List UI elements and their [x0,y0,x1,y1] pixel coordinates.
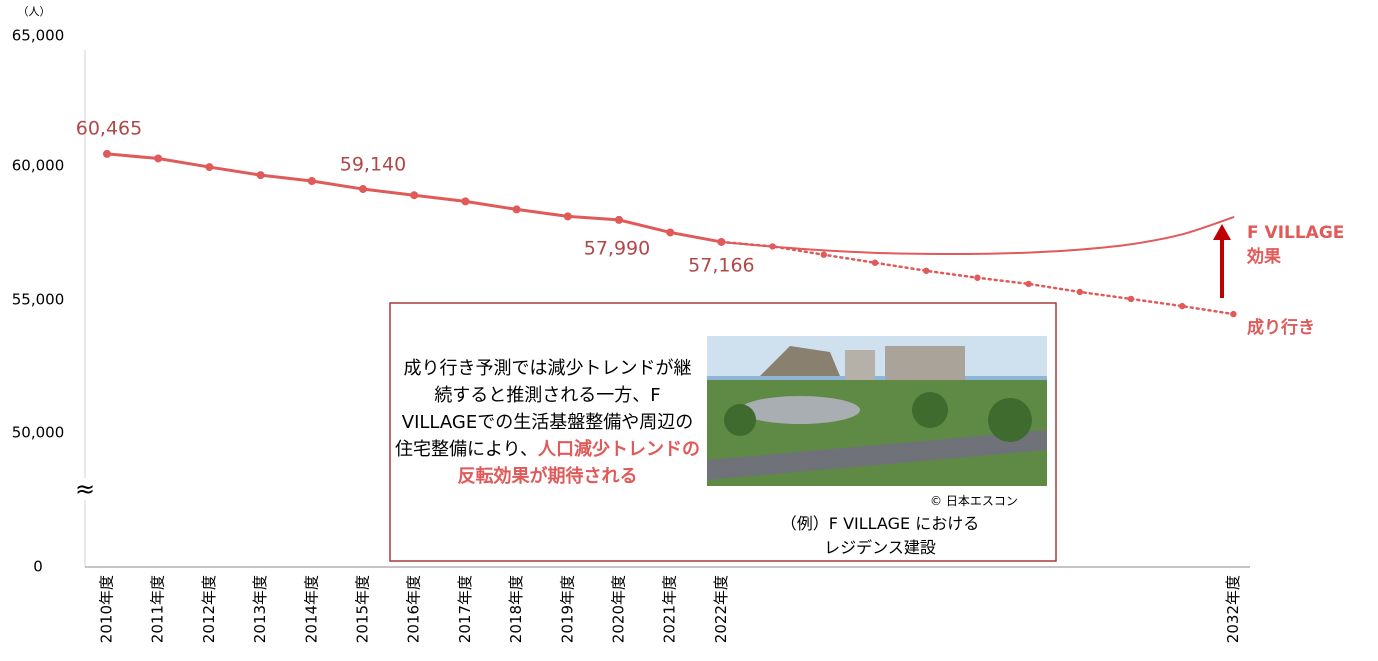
data-point [1230,310,1237,318]
photo [707,336,1047,486]
data-point [410,191,419,200]
y-tick-label: 65,000 [12,27,65,45]
x-tick-label: 2022年度 [712,575,730,643]
annotation-highlight: 人口減少トレンドの反転効果が期待される [457,439,700,487]
data-point [615,215,623,224]
data-label: 59,140 [340,154,406,176]
x-tick-label: 2015年度 [354,575,372,643]
y-tick-label: 55,000 [12,291,65,309]
data-point [820,251,827,258]
photo-caption: （例）F VILLAGE における レジデンス建設 [780,514,980,557]
data-point [666,228,675,237]
axis-break: ≈ [75,475,95,503]
x-tick-label: 2014年度 [302,575,320,643]
x-tick-label: 2019年度 [558,575,576,643]
data-point [871,259,879,266]
data-point [205,163,214,172]
data-point [103,149,111,158]
data-point [1076,288,1084,296]
data-point [359,185,367,194]
data-point [307,177,316,186]
data-point [563,212,572,221]
annotation-body: 成り行き予測では減少トレンドが継続すると推測される一方、F VILLAGEでの生… [395,358,694,460]
data-point [154,154,163,163]
series-line [720,216,1235,256]
x-tick-label: 2012年度 [200,575,218,643]
x-tick-label: 2013年度 [251,575,269,643]
x-tick-label: 2017年度 [456,575,474,643]
y-tick-label: 0 [33,558,43,576]
x-tick-label: 2011年度 [149,575,167,643]
x-tick-label: 2021年度 [661,575,679,643]
series-name: 成り行き [1247,318,1315,339]
x-tick-label: 2020年度 [610,575,628,643]
data-point [256,171,265,180]
y-unit: （人） [18,5,51,18]
photo-credit: © 日本エスコン [930,494,1018,508]
data-point [1127,295,1135,303]
data-point [1179,302,1186,310]
data-point [461,197,470,206]
data-label: 57,990 [584,237,650,259]
data-point [1025,280,1032,288]
x-tick-label: 2032年度 [1224,575,1242,643]
data-point [923,267,930,274]
data-label: 57,166 [688,254,754,276]
series-name: F VILLAGE 効果 [1247,223,1345,268]
data-point [974,274,981,281]
annotation-text: 成り行き予測では減少トレンドが継続すると推測される一方、F VILLAGEでの生… [395,355,700,490]
axis-break-bg [70,478,100,500]
y-tick-label: 60,000 [12,157,65,175]
data-point [512,205,521,214]
effect-arrow-head [1213,224,1231,240]
data-label: 60,465 [76,117,142,139]
x-tick-label: 2010年度 [98,575,116,643]
x-tick-label: 2018年度 [507,575,525,643]
y-tick-label: 50,000 [12,424,65,442]
x-tick-label: 2016年度 [405,575,423,643]
